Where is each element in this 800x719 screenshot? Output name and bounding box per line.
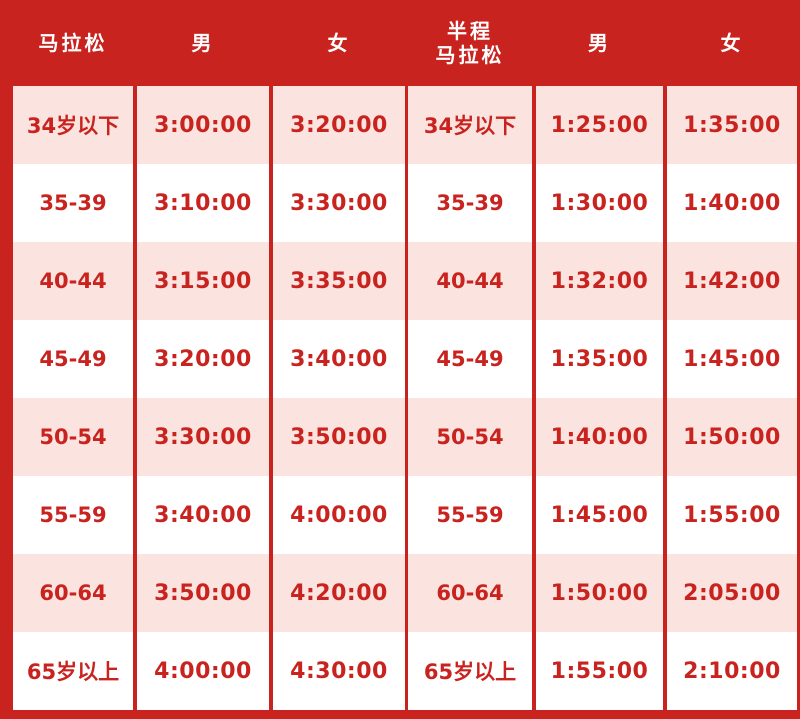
age-group-cell: 45-49 [408,320,532,398]
male-time-cell: 1:25:00 [536,86,663,164]
header-marathon-female: 女 [273,0,405,86]
male-time-cell: 3:15:00 [137,242,269,320]
female-time-cell: 3:35:00 [273,242,405,320]
male-time-cell: 3:30:00 [137,398,269,476]
marathon-table: 马拉松 男 女 34岁以下 3:00:00 3:20:00 35-39 3:10… [13,0,405,710]
female-time-cell: 3:50:00 [273,398,405,476]
age-group-cell: 34岁以下 [408,86,532,164]
female-time-cell: 2:05:00 [667,554,797,632]
header-half-line1: 半程 [447,19,493,43]
female-time-cell: 1:55:00 [667,476,797,554]
header-half-female: 女 [667,0,797,86]
age-group-cell: 35-39 [13,164,133,242]
male-time-cell: 4:00:00 [137,632,269,710]
male-time-cell: 3:00:00 [137,86,269,164]
male-time-cell: 1:32:00 [536,242,663,320]
age-group-cell: 65岁以上 [13,632,133,710]
female-time-cell: 3:20:00 [273,86,405,164]
header-male-label: 男 [588,31,611,55]
male-time-cell: 3:20:00 [137,320,269,398]
half-marathon-table: 半程 马拉松 男 女 34岁以下 1:25:00 1:35:00 35-39 1… [408,0,797,710]
male-time-cell: 1:35:00 [536,320,663,398]
male-time-cell: 1:50:00 [536,554,663,632]
male-time-cell: 1:45:00 [536,476,663,554]
age-group-cell: 40-44 [408,242,532,320]
female-time-cell: 1:35:00 [667,86,797,164]
female-time-cell: 4:20:00 [273,554,405,632]
age-group-cell: 55-59 [13,476,133,554]
female-time-cell: 1:42:00 [667,242,797,320]
age-group-cell: 60-64 [13,554,133,632]
age-group-cell: 55-59 [408,476,532,554]
female-time-cell: 3:40:00 [273,320,405,398]
age-group-cell: 50-54 [13,398,133,476]
header-female-label: 女 [327,31,351,55]
age-group-cell: 45-49 [13,320,133,398]
male-time-cell: 3:50:00 [137,554,269,632]
header-half-line2: 马拉松 [435,43,505,67]
header-female-label: 女 [720,31,744,55]
female-time-cell: 3:30:00 [273,164,405,242]
female-time-cell: 4:00:00 [273,476,405,554]
age-group-cell: 34岁以下 [13,86,133,164]
female-time-cell: 1:45:00 [667,320,797,398]
header-half-marathon: 半程 马拉松 [408,0,532,86]
male-time-cell: 1:55:00 [536,632,663,710]
age-group-cell: 60-64 [408,554,532,632]
male-time-cell: 3:40:00 [137,476,269,554]
header-marathon: 马拉松 [13,0,133,86]
male-time-cell: 1:30:00 [536,164,663,242]
header-marathon-label: 马拉松 [38,31,108,55]
age-group-cell: 65岁以上 [408,632,532,710]
female-time-cell: 1:50:00 [667,398,797,476]
age-group-cell: 40-44 [13,242,133,320]
age-group-cell: 50-54 [408,398,532,476]
header-half-male: 男 [536,0,663,86]
male-time-cell: 3:10:00 [137,164,269,242]
header-male-label: 男 [191,31,215,55]
female-time-cell: 1:40:00 [667,164,797,242]
header-marathon-male: 男 [137,0,269,86]
age-group-cell: 35-39 [408,164,532,242]
female-time-cell: 2:10:00 [667,632,797,710]
female-time-cell: 4:30:00 [273,632,405,710]
male-time-cell: 1:40:00 [536,398,663,476]
